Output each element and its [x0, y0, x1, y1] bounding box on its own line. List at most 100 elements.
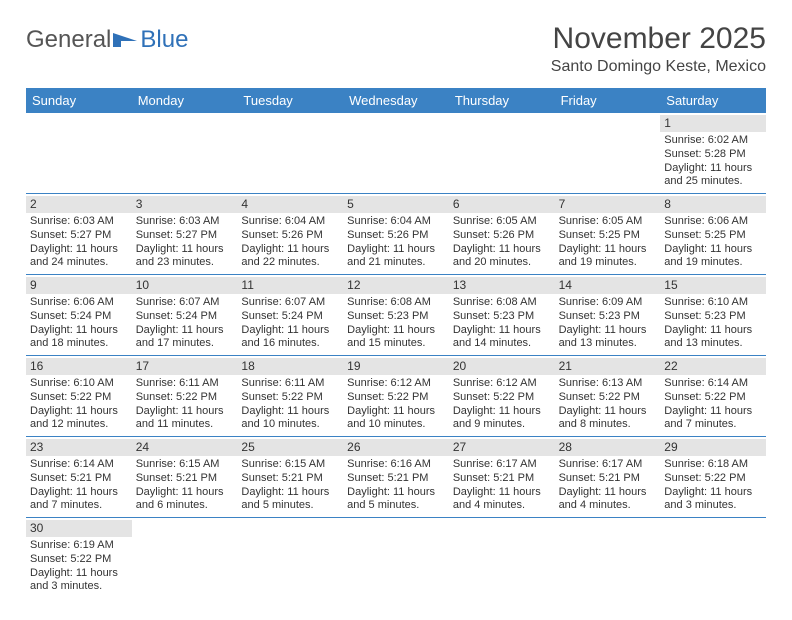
daylight1-text: Daylight: 11 hours	[559, 405, 657, 419]
sunrise-text: Sunrise: 6:15 AM	[136, 458, 234, 472]
sunset-text: Sunset: 5:25 PM	[559, 229, 657, 243]
daylight1-text: Daylight: 11 hours	[30, 405, 128, 419]
day-number: 8	[660, 196, 766, 213]
day-number: 4	[237, 196, 343, 213]
day-number: 25	[237, 439, 343, 456]
day-cell	[237, 518, 343, 598]
daylight2-text: and 19 minutes.	[559, 256, 657, 270]
daylight2-text: and 15 minutes.	[347, 337, 445, 351]
sunrise-text: Sunrise: 6:06 AM	[664, 215, 762, 229]
day-cell: 20Sunrise: 6:12 AMSunset: 5:22 PMDayligh…	[449, 356, 555, 436]
day-cell: 27Sunrise: 6:17 AMSunset: 5:21 PMDayligh…	[449, 437, 555, 517]
day-number: 6	[449, 196, 555, 213]
day-cell: 3Sunrise: 6:03 AMSunset: 5:27 PMDaylight…	[132, 194, 238, 274]
day-cell: 15Sunrise: 6:10 AMSunset: 5:23 PMDayligh…	[660, 275, 766, 355]
daylight2-text: and 20 minutes.	[453, 256, 551, 270]
sunrise-text: Sunrise: 6:11 AM	[241, 377, 339, 391]
sunrise-text: Sunrise: 6:04 AM	[241, 215, 339, 229]
location: Santo Domingo Keste, Mexico	[551, 58, 766, 76]
day-cell: 21Sunrise: 6:13 AMSunset: 5:22 PMDayligh…	[555, 356, 661, 436]
daylight2-text: and 5 minutes.	[347, 499, 445, 513]
sunset-text: Sunset: 5:21 PM	[347, 472, 445, 486]
daylight1-text: Daylight: 11 hours	[136, 324, 234, 338]
day-number: 26	[343, 439, 449, 456]
sunrise-text: Sunrise: 6:17 AM	[559, 458, 657, 472]
day-cell: 28Sunrise: 6:17 AMSunset: 5:21 PMDayligh…	[555, 437, 661, 517]
daylight1-text: Daylight: 11 hours	[664, 243, 762, 257]
daylight2-text: and 10 minutes.	[347, 418, 445, 432]
day-header: Friday	[555, 88, 661, 113]
sunset-text: Sunset: 5:23 PM	[559, 310, 657, 324]
logo-text-b: Blue	[140, 26, 188, 54]
daylight1-text: Daylight: 11 hours	[664, 162, 762, 176]
daylight1-text: Daylight: 11 hours	[241, 486, 339, 500]
daylight1-text: Daylight: 11 hours	[136, 405, 234, 419]
daylight2-text: and 7 minutes.	[664, 418, 762, 432]
day-cell	[26, 113, 132, 193]
daylight1-text: Daylight: 11 hours	[664, 324, 762, 338]
sunrise-text: Sunrise: 6:08 AM	[453, 296, 551, 310]
day-cell: 7Sunrise: 6:05 AMSunset: 5:25 PMDaylight…	[555, 194, 661, 274]
sunset-text: Sunset: 5:24 PM	[136, 310, 234, 324]
week-row: 9Sunrise: 6:06 AMSunset: 5:24 PMDaylight…	[26, 275, 766, 356]
sunset-text: Sunset: 5:25 PM	[664, 229, 762, 243]
daylight1-text: Daylight: 11 hours	[664, 405, 762, 419]
daylight2-text: and 8 minutes.	[559, 418, 657, 432]
sunrise-text: Sunrise: 6:16 AM	[347, 458, 445, 472]
sunset-text: Sunset: 5:26 PM	[453, 229, 551, 243]
day-cell	[660, 518, 766, 598]
day-number: 7	[555, 196, 661, 213]
day-cell: 17Sunrise: 6:11 AMSunset: 5:22 PMDayligh…	[132, 356, 238, 436]
week-row: 30Sunrise: 6:19 AMSunset: 5:22 PMDayligh…	[26, 518, 766, 598]
month-title: November 2025	[551, 22, 766, 56]
day-cell	[343, 113, 449, 193]
day-number: 14	[555, 277, 661, 294]
day-number: 28	[555, 439, 661, 456]
logo: General Blue	[26, 26, 188, 54]
day-header: Thursday	[449, 88, 555, 113]
daylight1-text: Daylight: 11 hours	[347, 324, 445, 338]
sunrise-text: Sunrise: 6:07 AM	[136, 296, 234, 310]
day-cell: 11Sunrise: 6:07 AMSunset: 5:24 PMDayligh…	[237, 275, 343, 355]
daylight1-text: Daylight: 11 hours	[30, 486, 128, 500]
day-cell: 16Sunrise: 6:10 AMSunset: 5:22 PMDayligh…	[26, 356, 132, 436]
sunrise-text: Sunrise: 6:09 AM	[559, 296, 657, 310]
daylight1-text: Daylight: 11 hours	[241, 324, 339, 338]
sunset-text: Sunset: 5:22 PM	[664, 391, 762, 405]
week-row: 16Sunrise: 6:10 AMSunset: 5:22 PMDayligh…	[26, 356, 766, 437]
sunset-text: Sunset: 5:28 PM	[664, 148, 762, 162]
day-cell: 12Sunrise: 6:08 AMSunset: 5:23 PMDayligh…	[343, 275, 449, 355]
day-cell: 19Sunrise: 6:12 AMSunset: 5:22 PMDayligh…	[343, 356, 449, 436]
daylight2-text: and 4 minutes.	[559, 499, 657, 513]
sunrise-text: Sunrise: 6:06 AM	[30, 296, 128, 310]
day-header: Tuesday	[237, 88, 343, 113]
day-number: 19	[343, 358, 449, 375]
daylight1-text: Daylight: 11 hours	[453, 324, 551, 338]
sunset-text: Sunset: 5:22 PM	[241, 391, 339, 405]
day-cell: 13Sunrise: 6:08 AMSunset: 5:23 PMDayligh…	[449, 275, 555, 355]
sunrise-text: Sunrise: 6:19 AM	[30, 539, 128, 553]
daylight2-text: and 6 minutes.	[136, 499, 234, 513]
daylight1-text: Daylight: 11 hours	[347, 243, 445, 257]
sunset-text: Sunset: 5:26 PM	[347, 229, 445, 243]
sunrise-text: Sunrise: 6:07 AM	[241, 296, 339, 310]
daylight1-text: Daylight: 11 hours	[136, 486, 234, 500]
day-number: 12	[343, 277, 449, 294]
daylight2-text: and 16 minutes.	[241, 337, 339, 351]
daylight2-text: and 5 minutes.	[241, 499, 339, 513]
daylight1-text: Daylight: 11 hours	[347, 486, 445, 500]
sunrise-text: Sunrise: 6:02 AM	[664, 134, 762, 148]
day-number: 9	[26, 277, 132, 294]
daylight2-text: and 10 minutes.	[241, 418, 339, 432]
daylight2-text: and 7 minutes.	[30, 499, 128, 513]
daylight1-text: Daylight: 11 hours	[559, 243, 657, 257]
daylight1-text: Daylight: 11 hours	[664, 486, 762, 500]
sunrise-text: Sunrise: 6:10 AM	[664, 296, 762, 310]
day-cell	[449, 113, 555, 193]
day-number: 11	[237, 277, 343, 294]
daylight1-text: Daylight: 11 hours	[347, 405, 445, 419]
sunrise-text: Sunrise: 6:12 AM	[453, 377, 551, 391]
sunrise-text: Sunrise: 6:03 AM	[30, 215, 128, 229]
week-row: 1Sunrise: 6:02 AMSunset: 5:28 PMDaylight…	[26, 113, 766, 194]
sunset-text: Sunset: 5:23 PM	[347, 310, 445, 324]
